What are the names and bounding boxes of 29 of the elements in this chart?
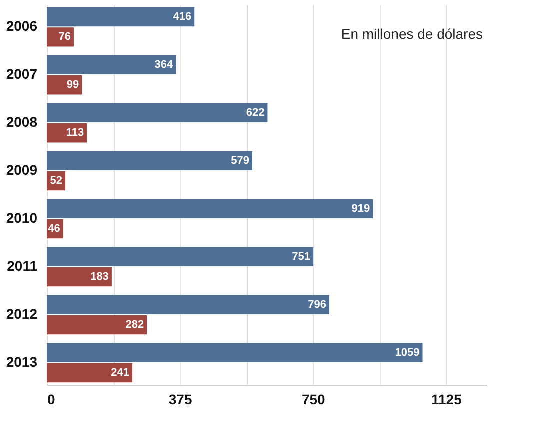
y-tick-label: 2012 <box>6 306 38 322</box>
data-label: 99 <box>66 79 80 92</box>
y-tick-label: 2008 <box>6 114 38 130</box>
data-label: 622 <box>246 106 265 119</box>
data-label: 751 <box>292 250 310 263</box>
data-label: 76 <box>58 31 71 44</box>
y-tick-label: 2011 <box>7 258 38 274</box>
x-tick-label: 0 <box>48 392 56 408</box>
data-label: 579 <box>231 154 250 167</box>
annotation: En millones de dólares <box>341 26 483 42</box>
data-label: 796 <box>308 298 326 311</box>
data-label: 46 <box>48 223 60 236</box>
y-tick-label: 2009 <box>6 162 38 178</box>
data-label: 364 <box>154 58 174 71</box>
x-tick-label: 375 <box>168 392 192 408</box>
y-tick-label: 2006 <box>6 18 38 34</box>
data-label: 1059 <box>395 346 420 359</box>
x-tick-label: 750 <box>302 392 326 408</box>
data-label: 919 <box>352 202 370 215</box>
y-tick-label: 2013 <box>6 354 38 370</box>
data-label: 282 <box>126 319 144 332</box>
x-tick-label: 1125 <box>432 392 462 408</box>
data-label: 52 <box>50 175 62 188</box>
data-label: 416 <box>173 10 192 23</box>
y-tick-label: 2007 <box>6 66 38 82</box>
data-label: 241 <box>111 367 130 380</box>
data-label: 183 <box>90 271 109 284</box>
y-tick-label: 2010 <box>6 210 38 226</box>
data-label: 113 <box>66 127 84 140</box>
